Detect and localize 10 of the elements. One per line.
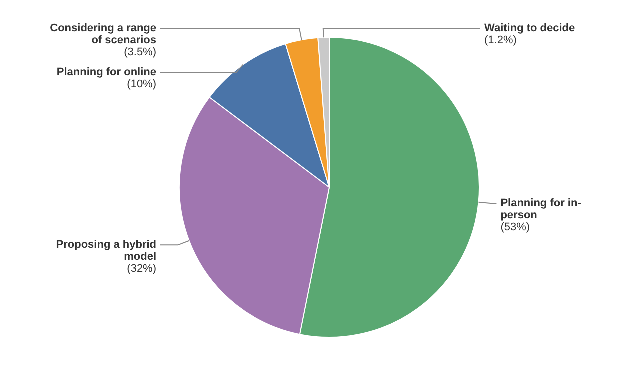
- data-label: (1.2%): [484, 34, 517, 46]
- slice-label: Proposing a hybrid model: [56, 239, 157, 264]
- data-label: (32%): [127, 263, 156, 276]
- slice-label: Planning for in-person: [500, 198, 582, 222]
- slice-label: Waiting to decide: [484, 22, 576, 34]
- data-label: (53%): [500, 222, 530, 234]
- slice-label: Considering a range of scenarios: [50, 22, 157, 46]
- data-label: (10%): [127, 78, 156, 90]
- data-label: (3.5%): [124, 46, 157, 58]
- slice-label: Planning for online: [56, 66, 156, 78]
